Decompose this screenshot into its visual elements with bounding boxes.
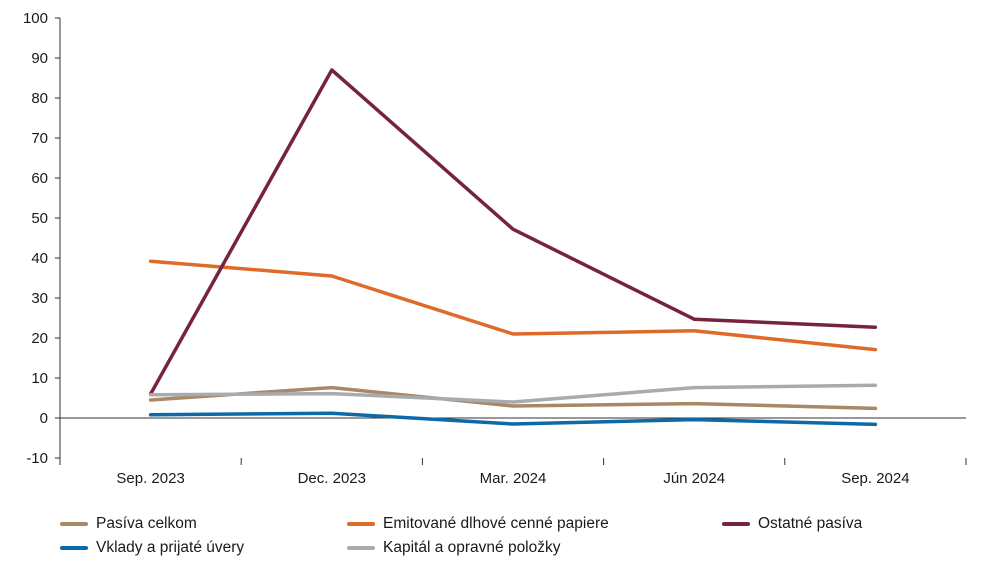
legend-item: Ostatné pasíva bbox=[722, 514, 862, 534]
series-line bbox=[148, 259, 878, 352]
series-line bbox=[148, 411, 878, 427]
x-tick-label: Sep. 2023 bbox=[116, 470, 184, 487]
series-line bbox=[148, 383, 878, 404]
y-tick-label: 20 bbox=[31, 330, 48, 347]
legend-item: Vklady a prijaté úvery bbox=[60, 538, 244, 558]
legend-swatch bbox=[60, 546, 88, 550]
y-tick-label: 90 bbox=[31, 50, 48, 67]
x-tick-label: Jún 2024 bbox=[663, 470, 725, 487]
legend-swatch bbox=[347, 546, 375, 550]
series-line bbox=[148, 68, 878, 396]
y-tick-label: -10 bbox=[26, 450, 48, 467]
line-chart: -10 0 10 20 30 40 50 60 70 80 90 100 Sep. 2023 Dec. 2… bbox=[23, 10, 967, 487]
series-line bbox=[148, 385, 878, 411]
y-tick-label: 60 bbox=[31, 170, 48, 187]
legend-label: Emitované dlhové cenné papiere bbox=[383, 515, 609, 532]
legend-item: Kapitál a opravné položky bbox=[347, 538, 561, 558]
chart-axes: -10 0 10 20 30 40 50 60 70 80 90 100 Sep. 2023 Dec. 2… bbox=[23, 10, 967, 487]
legend-swatch bbox=[347, 522, 375, 526]
y-tick-label: 30 bbox=[31, 290, 48, 307]
y-tick-label: 0 bbox=[40, 410, 48, 427]
y-tick-label: 80 bbox=[31, 90, 48, 107]
legend-label: Kapitál a opravné položky bbox=[383, 539, 561, 556]
legend-item: Pasíva celkom bbox=[60, 514, 197, 534]
x-tick-label: Mar. 2024 bbox=[480, 470, 547, 487]
chart-series bbox=[148, 68, 878, 427]
legend-label: Vklady a prijaté úvery bbox=[96, 539, 245, 556]
legend-label: Pasíva celkom bbox=[96, 515, 197, 532]
y-tick-label: 50 bbox=[31, 210, 48, 227]
y-tick-label: 70 bbox=[31, 130, 48, 147]
legend-swatch bbox=[722, 522, 750, 526]
x-tick-label: Dec. 2023 bbox=[298, 470, 366, 487]
legend-item: Emitované dlhové cenné papiere bbox=[347, 514, 609, 534]
y-tick-label: 40 bbox=[31, 250, 48, 267]
y-tick-label: 10 bbox=[31, 370, 48, 387]
x-tick-label: Sep. 2024 bbox=[841, 470, 909, 487]
legend-swatch bbox=[60, 522, 88, 526]
y-tick-label: 100 bbox=[23, 10, 48, 27]
legend-label: Ostatné pasíva bbox=[758, 515, 863, 532]
